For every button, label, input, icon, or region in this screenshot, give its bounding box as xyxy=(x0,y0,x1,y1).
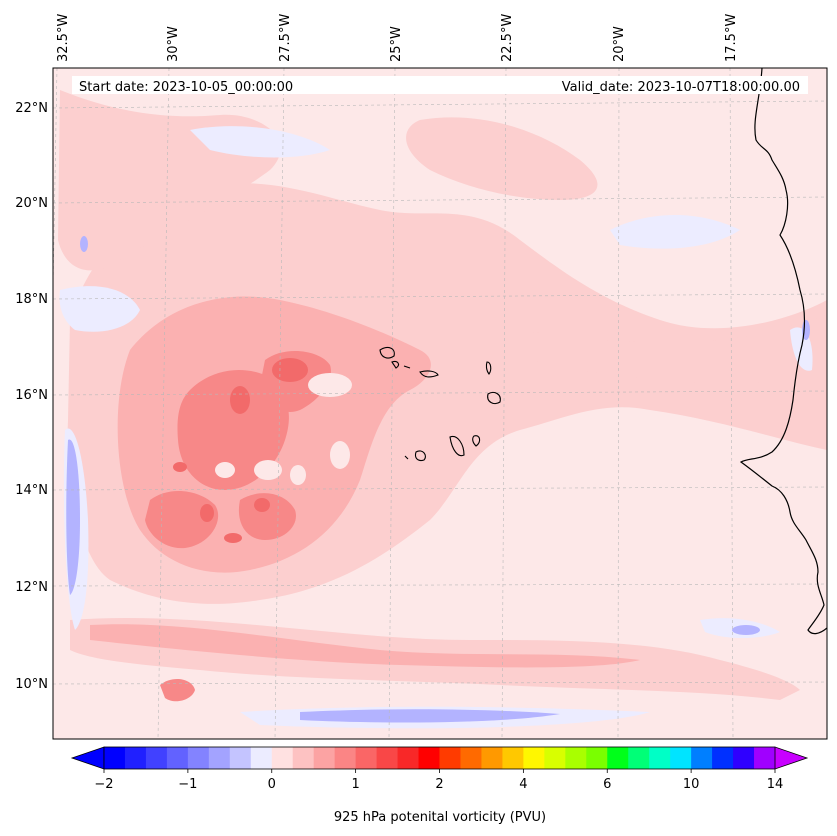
lon-label: 25°W xyxy=(389,26,404,62)
africa-coastline xyxy=(739,68,827,635)
colorbar-swatch xyxy=(502,747,524,769)
colorbar-swatch xyxy=(439,747,461,769)
valid-date-label: Valid_date: 2023-10-07T18:00:00.00 xyxy=(562,80,800,95)
colorbar-swatch xyxy=(145,747,168,769)
lat-label: 14°N xyxy=(15,483,48,498)
colorbar-swatch xyxy=(271,747,294,769)
colorbar-swatch xyxy=(355,747,378,769)
lat-label: 20°N xyxy=(15,196,48,211)
colorbar-swatch xyxy=(376,747,399,769)
colorbar-extend-low xyxy=(70,746,105,770)
lat-label: 18°N xyxy=(15,292,48,307)
cape-verde-islands xyxy=(379,347,501,462)
header-bar xyxy=(72,76,808,94)
colorbar-swatch xyxy=(250,747,273,769)
colorbar-swatch xyxy=(124,747,147,769)
pv-field-red xyxy=(145,350,331,702)
colorbar-swatch xyxy=(208,747,231,769)
colorbar-swatch xyxy=(397,747,420,769)
colorbar-tick-label: 4 xyxy=(519,777,527,792)
colorbar-swatch xyxy=(712,747,734,769)
lat-label: 10°N xyxy=(15,677,48,692)
colorbar-swatch xyxy=(481,747,503,769)
lon-label: 22.5°W xyxy=(500,14,515,62)
colorbar-tick-label: 10 xyxy=(683,777,700,792)
gridlines xyxy=(53,68,827,739)
lon-label: 17.5°W xyxy=(724,14,739,62)
island-brava xyxy=(404,455,409,460)
island-santo-antao xyxy=(379,347,395,359)
colorbar-swatch xyxy=(313,747,336,769)
island-santa-luzia xyxy=(403,365,411,369)
latitude-labels: 22°N 20°N 18°N 16°N 14°N 12°N 10°N xyxy=(15,101,48,692)
island-santiago xyxy=(449,435,465,457)
island-boa-vista xyxy=(487,391,501,405)
lat-label: 12°N xyxy=(15,580,48,595)
island-maio xyxy=(472,435,481,447)
colorbar-swatch xyxy=(754,747,776,769)
colorbar-extend-high xyxy=(774,746,809,770)
colorbar-swatch xyxy=(628,747,650,769)
colorbar-tick-label: 2 xyxy=(435,777,443,792)
map-frame xyxy=(52,67,828,740)
pv-field-deep-red xyxy=(173,358,308,543)
colorbar-swatch xyxy=(544,747,566,769)
colorbar-swatch xyxy=(334,747,357,769)
lon-label: 20°W xyxy=(612,26,627,62)
island-fogo xyxy=(414,450,426,462)
colorbar-swatch xyxy=(565,747,587,769)
colorbar-tick-label: −2 xyxy=(94,777,113,792)
colorbar-swatch xyxy=(292,747,315,769)
map-panel xyxy=(53,68,827,739)
colorbar-swatch xyxy=(586,747,608,769)
colorbar-swatch xyxy=(649,747,671,769)
island-sal xyxy=(485,361,492,375)
colorbar-ticks: −2 −1 0 1 2 4 6 10 14 xyxy=(94,769,783,792)
start-date-label: Start date: 2023-10-05_00:00:00 xyxy=(79,80,293,95)
colorbar-swatches xyxy=(104,747,776,769)
colorbar-swatch xyxy=(523,747,545,769)
island-sao-vicente xyxy=(391,361,400,369)
colorbar-swatch xyxy=(166,747,189,769)
colorbar-swatch xyxy=(418,747,440,769)
pv-field-blue xyxy=(66,236,810,723)
lon-label: 30°W xyxy=(166,26,181,62)
lon-label: 27.5°W xyxy=(278,14,293,62)
colorbar-title: 925 hPa potenital vorticity (PVU) xyxy=(334,810,546,825)
colorbar-swatch xyxy=(187,747,210,769)
colorbar-swatch xyxy=(607,747,629,769)
colorbar-tick-label: 14 xyxy=(767,777,784,792)
colorbar-tick-label: 1 xyxy=(351,777,359,792)
lat-label: 22°N xyxy=(15,101,48,116)
colorbar-swatch xyxy=(104,747,126,769)
colorbar-swatch xyxy=(733,747,755,769)
colorbar-tick-label: 0 xyxy=(268,777,276,792)
colorbar-swatch xyxy=(691,747,713,769)
island-sao-nicolau xyxy=(419,370,439,378)
longitude-labels: 32.5°W 30°W 27.5°W 25°W 22.5°W 20°W 17.5… xyxy=(56,14,739,62)
lat-label: 16°N xyxy=(15,388,48,403)
colorbar-swatch xyxy=(229,747,252,769)
pv-field-holes xyxy=(215,373,352,485)
colorbar-tick-label: 6 xyxy=(603,777,611,792)
lon-label: 32.5°W xyxy=(56,14,71,62)
colorbar-tick-label: −1 xyxy=(178,777,197,792)
colorbar-swatch xyxy=(670,747,692,769)
colorbar: −2 −1 0 1 2 4 6 10 14 925 hPa potenital vorticit… xyxy=(70,746,809,825)
colorbar-swatch xyxy=(460,747,482,769)
